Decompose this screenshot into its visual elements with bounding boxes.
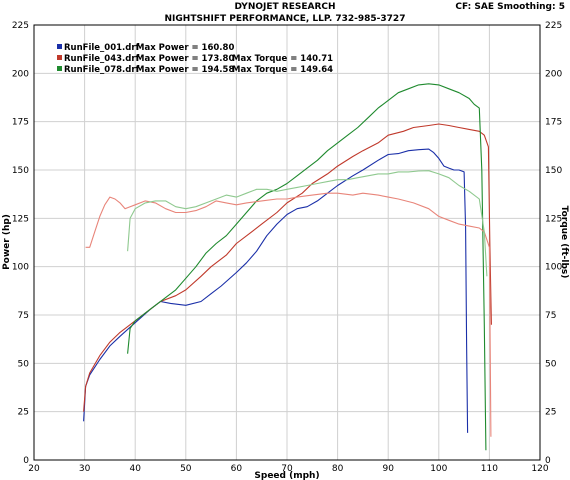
series-power-runfile-001 <box>83 148 469 433</box>
y-tick-right-125: 125 <box>545 214 562 224</box>
series-power-runfile-078 <box>127 83 487 451</box>
y-axis-right-label: Torque (ft-lbs) <box>559 206 569 279</box>
y-tick-left-25: 25 <box>18 408 29 418</box>
y-tick-right-225: 225 <box>545 21 562 31</box>
x-tick-40: 40 <box>129 464 141 474</box>
y-tick-right-25: 25 <box>545 408 556 418</box>
x-tick-100: 100 <box>430 464 447 474</box>
x-tick-20: 20 <box>28 464 40 474</box>
legend-power-043: Max Power = 173.80 <box>136 54 234 64</box>
x-tick-70: 70 <box>281 464 293 474</box>
x-tick-50: 50 <box>180 464 192 474</box>
legend: RunFile_001.drf Max Power = 160.80 RunFi… <box>57 43 333 75</box>
corner-info: CF: SAE Smoothing: 5 <box>455 2 565 12</box>
x-axis-ticks: 20 30 40 50 60 70 80 90 100 110 120 <box>28 464 549 474</box>
chart-title-line1: DYNOJET RESEARCH <box>234 2 335 12</box>
y-axis-left-ticks: 0 25 50 75 100 125 150 175 200 225 <box>12 21 29 466</box>
x-tick-30: 30 <box>79 464 91 474</box>
x-tick-120: 120 <box>531 464 548 474</box>
x-tick-60: 60 <box>231 464 243 474</box>
x-tick-90: 90 <box>382 464 394 474</box>
y-tick-right-50: 50 <box>545 359 557 369</box>
y-tick-left-100: 100 <box>12 263 29 273</box>
legend-run-001: RunFile_001.drf <box>64 43 140 53</box>
series-torque-runfile-078 <box>127 170 488 277</box>
y-tick-left-75: 75 <box>18 311 29 321</box>
legend-run-043: RunFile_043.drf <box>64 54 140 64</box>
y-tick-right-75: 75 <box>545 311 556 321</box>
legend-run-078: RunFile_078.drf <box>64 65 140 75</box>
y-tick-left-0: 0 <box>23 456 29 466</box>
grid <box>34 25 540 460</box>
x-axis-label: Speed (mph) <box>254 471 319 480</box>
y-tick-left-150: 150 <box>12 166 29 176</box>
y-axis-left-label: Power (hp) <box>2 214 12 270</box>
y-tick-right-200: 200 <box>545 69 562 79</box>
x-tick-110: 110 <box>481 464 498 474</box>
y-tick-left-125: 125 <box>12 214 29 224</box>
plot-frame <box>33 24 541 461</box>
y-tick-right-175: 175 <box>545 118 562 128</box>
series-torque-runfile-043 <box>85 192 492 437</box>
legend-swatch-run-043 <box>57 55 62 60</box>
legend-torque-043: Max Torque = 140.71 <box>232 54 333 64</box>
y-tick-right-100: 100 <box>545 263 562 273</box>
chart-title-line2: NIGHTSHIFT PERFORMANCE, LLP. 732-985-372… <box>165 14 406 24</box>
legend-torque-078: Max Torque = 149.64 <box>232 65 333 75</box>
y-tick-left-175: 175 <box>12 118 29 128</box>
legend-power-001: Max Power = 160.80 <box>136 43 234 53</box>
y-tick-right-0: 0 <box>545 456 551 466</box>
legend-swatch-run-001 <box>57 44 62 49</box>
y-tick-left-50: 50 <box>18 359 30 369</box>
legend-swatch-run-078 <box>57 66 62 71</box>
x-tick-80: 80 <box>332 464 344 474</box>
y-tick-right-150: 150 <box>545 166 562 176</box>
y-tick-left-225: 225 <box>12 21 29 31</box>
y-tick-left-200: 200 <box>12 69 29 79</box>
legend-power-078: Max Power = 194.58 <box>136 65 234 75</box>
y-axis-right-ticks: 0 25 50 75 100 125 150 175 200 225 <box>545 21 562 466</box>
series-layer <box>83 83 492 451</box>
